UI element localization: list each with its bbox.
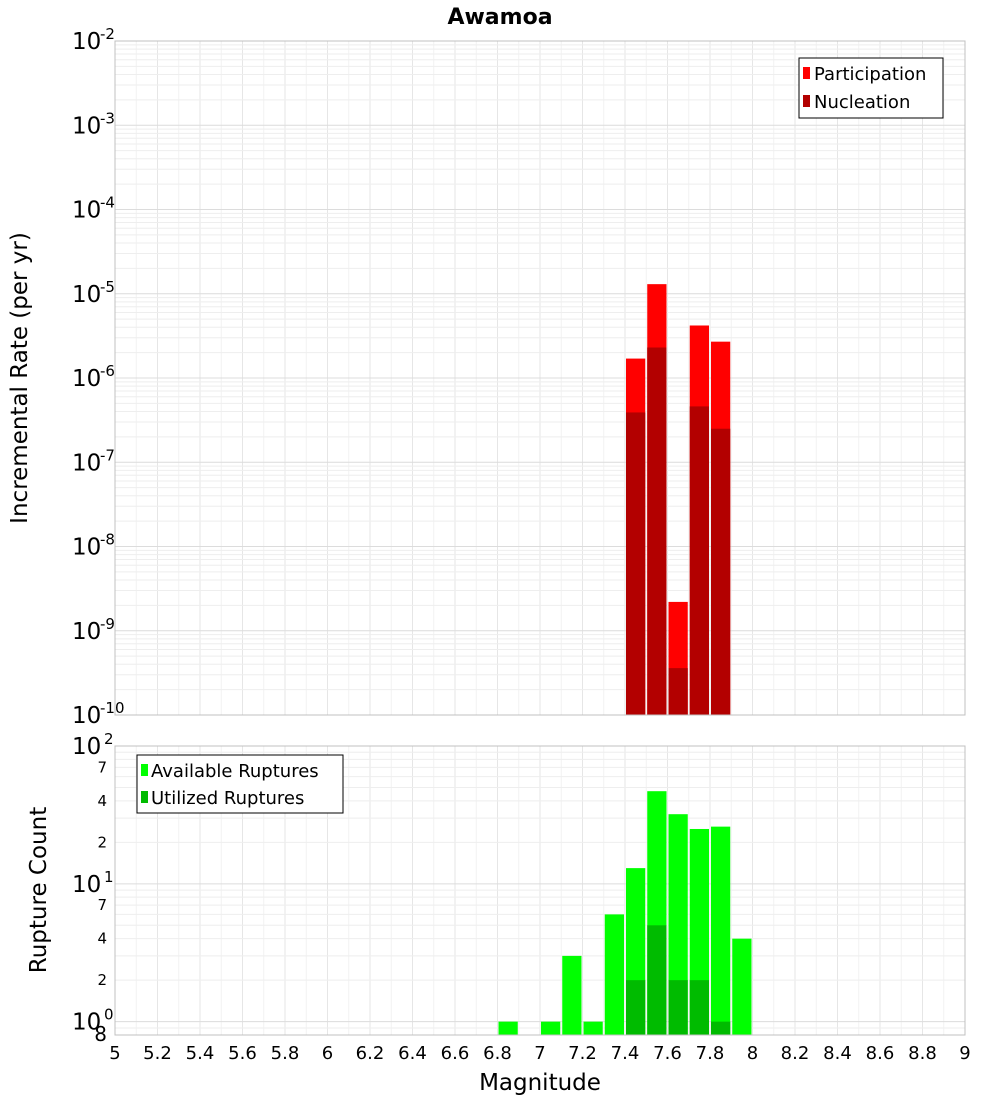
y-minor-tick-label: 2	[97, 971, 107, 989]
bar-available-ruptures-7.65	[668, 814, 688, 1035]
y-minor-tick-label: 2	[97, 833, 107, 851]
x-tick-label: 7	[534, 1043, 545, 1064]
x-tick-label: 8.2	[781, 1043, 810, 1064]
legend-swatch-nucleation	[803, 95, 810, 107]
bottom-legend: Available Ruptures Utilized Ruptures	[136, 754, 344, 814]
bar-utilized-ruptures-7.55	[647, 925, 667, 1035]
bar-utilized-ruptures-7.45	[626, 980, 646, 1035]
x-tick-label: 5.2	[143, 1043, 172, 1064]
x-tick-label: 5.4	[186, 1043, 215, 1064]
y-tick-label: 10	[72, 366, 101, 392]
bottom-plot-border	[114, 745, 966, 1036]
y-tick-exponent: -5	[100, 278, 115, 296]
legend-swatch-available-ruptures	[141, 764, 148, 776]
bar-available-ruptures-7.35	[604, 914, 624, 1035]
legend-swatch-participation	[803, 67, 810, 79]
y-tick-exponent: -6	[100, 362, 115, 380]
x-tick-label: 6	[322, 1043, 333, 1064]
x-tick-label: 8.6	[866, 1043, 895, 1064]
legend-label-utilized-ruptures: Utilized Ruptures	[151, 788, 304, 809]
y-tick-exponent: -10	[100, 699, 125, 717]
y-tick-label: 10	[72, 872, 101, 898]
legend-label-participation: Participation	[814, 64, 926, 85]
y-tick-exponent: -7	[100, 446, 115, 464]
y-tick-label: 10	[72, 450, 101, 476]
y-minor-tick-label: 4	[97, 930, 107, 948]
legend-label-available-ruptures: Available Ruptures	[151, 761, 319, 782]
x-tick-label: 6.2	[356, 1043, 385, 1064]
y-tick-exponent: -9	[100, 615, 115, 633]
y-minor-tick-label: 8	[94, 1022, 107, 1046]
bar-nucleation-7.65	[668, 668, 688, 715]
bar-available-ruptures-7.15	[562, 955, 582, 1035]
bar-nucleation-7.75	[689, 406, 709, 715]
y-tick-label: 10	[72, 282, 101, 308]
bar-nucleation-7.55	[647, 347, 667, 715]
bottom-legend-box	[136, 754, 344, 814]
bottom-bars	[498, 791, 752, 1035]
y-tick-label: 10	[72, 29, 101, 55]
top-bars	[626, 284, 731, 715]
bar-utilized-ruptures-7.75	[689, 980, 709, 1035]
y-tick-label: 10	[72, 703, 101, 729]
bar-available-ruptures-6.85	[498, 1021, 518, 1035]
legend-label-nucleation: Nucleation	[814, 92, 910, 113]
y-tick-label: 10	[72, 198, 101, 224]
chart-title: Awamoa	[447, 5, 552, 30]
y-tick-label: 10	[72, 619, 101, 645]
y-tick-label: 10	[72, 535, 101, 561]
y-tick-label: 10	[72, 1010, 101, 1036]
bar-nucleation-7.85	[711, 428, 731, 715]
x-axis-label: Magnitude	[479, 1070, 601, 1096]
bar-nucleation-7.45	[626, 412, 646, 715]
x-tick-label: 7.4	[611, 1043, 640, 1064]
x-tick-label: 7.6	[653, 1043, 682, 1064]
top-y-tick-labels: 10-210-310-410-510-610-710-810-910-10	[72, 25, 125, 729]
y-minor-tick-label: 7	[97, 896, 107, 914]
y-tick-exponent: -4	[100, 194, 115, 212]
x-tick-labels: 5 5.2 5.4 5.6 5.8 6 6.2 6.4 6.6 6.8 7 7.2 7.4 7.6 7.8 8…	[109, 1043, 970, 1064]
x-tick-label: 8	[747, 1043, 758, 1064]
x-tick-label: 5	[109, 1043, 120, 1064]
y-minor-tick-label: 4	[97, 792, 107, 810]
y-minor-tick-label: 7	[97, 758, 107, 776]
y-tick-label: 10	[72, 113, 101, 139]
top-y-axis-label: Incremental Rate (per yr)	[7, 232, 33, 524]
top-legend-box	[798, 57, 944, 119]
x-tick-label: 9	[959, 1043, 970, 1064]
bar-available-ruptures-7.25	[583, 1021, 603, 1035]
top-grid	[114, 41, 966, 716]
x-tick-label: 5.6	[228, 1043, 257, 1064]
bar-available-ruptures-7.85	[711, 826, 731, 1035]
y-tick-exponent: 1	[104, 868, 114, 886]
y-tick-label: 10	[72, 734, 101, 760]
legend-swatch-utilized-ruptures	[141, 791, 148, 803]
y-tick-exponent: -2	[100, 25, 115, 43]
x-tick-label: 7.8	[696, 1043, 725, 1064]
x-tick-label: 8.4	[823, 1043, 852, 1064]
y-tick-exponent: 2	[104, 730, 114, 748]
x-tick-label: 6.4	[398, 1043, 427, 1064]
x-tick-label: 7.2	[568, 1043, 597, 1064]
bar-utilized-ruptures-7.65	[668, 980, 688, 1035]
bottom-y-axis-label: Rupture Count	[26, 807, 52, 973]
top-plot-border	[114, 40, 966, 716]
x-tick-label: 5.8	[271, 1043, 300, 1064]
y-tick-exponent: -3	[100, 109, 115, 127]
top-legend: Participation Nucleation	[798, 57, 944, 119]
bar-utilized-ruptures-7.85	[711, 1021, 731, 1035]
x-tick-label: 8.8	[908, 1043, 937, 1064]
x-tick-label: 6.8	[483, 1043, 512, 1064]
top-panel: 10-210-310-410-510-610-710-810-910-10 In…	[7, 25, 966, 729]
x-tick-label: 6.6	[441, 1043, 470, 1064]
y-tick-exponent: 0	[104, 1006, 114, 1024]
y-tick-exponent: -8	[100, 531, 115, 549]
bar-available-ruptures-7.95	[732, 938, 752, 1035]
bar-available-ruptures-7.05	[541, 1021, 561, 1035]
